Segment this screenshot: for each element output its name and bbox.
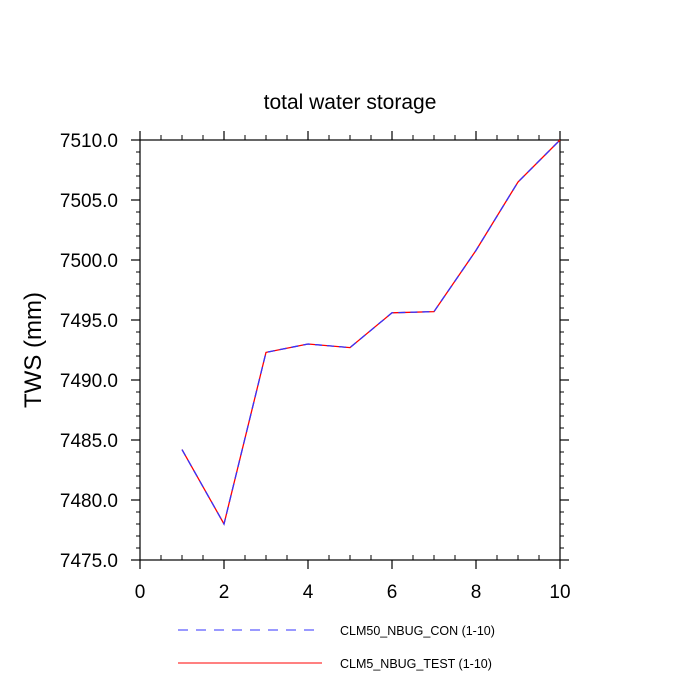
major-ticks	[131, 131, 569, 569]
x-tick-label: 8	[471, 582, 482, 603]
chart-title: total water storage	[264, 91, 437, 114]
x-tick-label: 6	[387, 582, 398, 603]
y-tick-label: 7490.0	[60, 371, 118, 392]
x-tick-label: 0	[135, 582, 146, 603]
x-tick-labels: 0 2 4 6 8 10	[135, 582, 571, 603]
x-tick-label: 2	[219, 582, 230, 603]
y-tick-labels: 7475.0 7480.0 7485.0 7490.0 7495.0 7500.0 7505…	[60, 131, 118, 572]
plot-frame	[139, 139, 561, 561]
y-tick-label: 7485.0	[60, 431, 118, 452]
y-tick-label: 7510.0	[60, 131, 118, 152]
y-tick-label: 7505.0	[60, 191, 118, 212]
y-tick-label: 7480.0	[60, 491, 118, 512]
legend-label-0: CLM50_NBUG_CON (1-10)	[340, 624, 495, 638]
legend: CLM50_NBUG_CON (1-10) CLM5_NBUG_TEST (1-1…	[178, 624, 495, 671]
y-tick-label: 7495.0	[60, 311, 118, 332]
legend-label-1: CLM5_NBUG_TEST (1-10)	[340, 657, 492, 671]
y-tick-label: 7475.0	[60, 551, 118, 572]
x-tick-label: 10	[549, 582, 570, 603]
minor-ticks	[136, 135, 564, 560]
series-lines	[181, 139, 561, 526]
y-tick-label: 7500.0	[60, 251, 118, 272]
series-line-0	[181, 139, 561, 526]
x-tick-label: 4	[303, 582, 314, 603]
y-axis-label: TWS (mm)	[20, 292, 47, 408]
